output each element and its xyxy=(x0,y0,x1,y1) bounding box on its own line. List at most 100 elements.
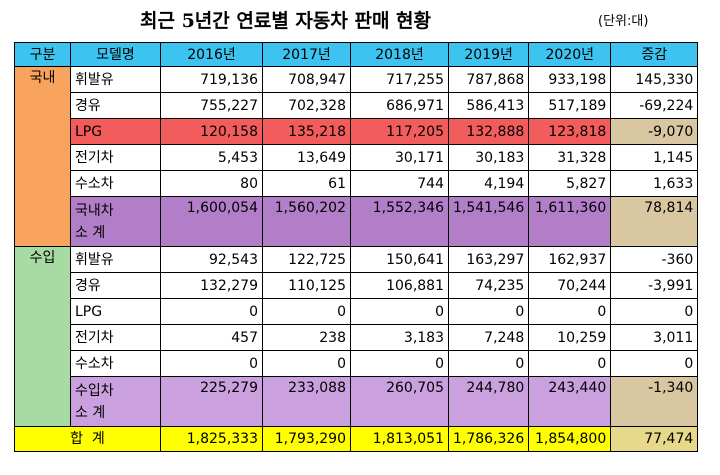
value-cell: 0 xyxy=(262,350,351,377)
value-cell: 0 xyxy=(528,350,612,377)
value-cell: 0 xyxy=(350,350,449,377)
data-row: 경유 132,279 110,125 106,881 74,235 70,244 -3,99… xyxy=(15,272,699,299)
title: 최근 5년간 연료별 자동차 판매 현황 xyxy=(140,10,432,32)
model-name: 수소차 xyxy=(75,355,114,372)
group-cell: 수입 xyxy=(14,246,71,427)
value-cell: 0 xyxy=(610,350,699,377)
data-row: LPG 120,158 135,218 117,205 132,888 123,818 -9… xyxy=(15,118,699,145)
model-name: 경유 xyxy=(75,97,101,114)
value-cell: 3,011 xyxy=(610,324,699,351)
value-cell: 110,125 xyxy=(262,272,351,299)
data-row: 수소차 80 61 744 4,194 5,827 1,633 xyxy=(15,170,699,197)
total-value: 1,825,333 xyxy=(160,426,263,452)
model-name: 전기차 xyxy=(75,149,114,166)
value-cell: 145,330 xyxy=(610,66,699,93)
value-cell: 5,453 xyxy=(160,144,263,171)
model-name: LPG xyxy=(75,123,103,140)
model-name: 수소차 xyxy=(75,175,114,192)
header-cell: 모델명 xyxy=(70,42,161,67)
model-cell: LPG xyxy=(70,118,161,145)
header-cell: 증감 xyxy=(610,42,699,67)
total-value: 1,786,326 xyxy=(447,426,530,452)
value-cell: 1,560,202 xyxy=(262,196,351,247)
data-row: 전기차 5,453 13,649 30,171 30,183 31,328 1,145 xyxy=(15,144,699,171)
header-cell: 2017년 xyxy=(262,42,351,67)
value-cell: 717,255 xyxy=(350,66,449,93)
value-cell: 787,868 xyxy=(447,66,530,93)
model-name: 소 계 xyxy=(75,224,106,241)
data-row: 전기차 457 238 3,183 7,248 10,259 3,011 xyxy=(15,324,699,351)
value-cell: 744 xyxy=(350,170,449,197)
value-cell: 708,947 xyxy=(262,66,351,93)
value-cell: 457 xyxy=(160,324,263,351)
value-cell: 1,145 xyxy=(610,144,699,171)
value-cell: 1,541,546 xyxy=(447,196,530,247)
value-cell: 0 xyxy=(160,350,263,377)
data-row: 국내 휘발유 719,136 708,947 717,255 787,868 933,198… xyxy=(14,66,699,247)
value-cell: 0 xyxy=(528,298,612,325)
model-cell: 휘발유 xyxy=(70,246,161,273)
model-name: 휘발유 xyxy=(75,71,114,88)
value-cell: 225,279 xyxy=(160,376,263,427)
value-cell: 517,189 xyxy=(528,92,612,119)
value-cell: -3,991 xyxy=(610,272,699,299)
value-cell: 0 xyxy=(160,298,263,325)
model-name: LPG xyxy=(75,303,103,320)
value-cell: 1,633 xyxy=(610,170,699,197)
model-cell: 전기차 xyxy=(70,324,161,351)
value-cell: 260,705 xyxy=(350,376,449,427)
total-value: 1,793,290 xyxy=(262,426,351,452)
value-cell: 4,194 xyxy=(447,170,530,197)
value-cell: 162,937 xyxy=(528,246,612,273)
model-cell: 전기차 xyxy=(70,144,161,171)
value-cell: 1,611,360 xyxy=(528,196,612,247)
value-cell: 122,725 xyxy=(262,246,351,273)
header-cell: 2018년 xyxy=(350,42,449,67)
total-value: 1,854,800 xyxy=(528,426,612,452)
model-name: 국내차 xyxy=(75,202,114,219)
value-cell: 92,543 xyxy=(160,246,263,273)
value-cell: 117,205 xyxy=(350,118,449,145)
total-value: 77,474 xyxy=(610,426,699,452)
value-cell: 163,297 xyxy=(447,246,530,273)
value-cell: 31,328 xyxy=(528,144,612,171)
header-row: 구분 모델명 2016년 2017년 2018년 2019년 2020년 증감 xyxy=(14,42,699,67)
value-cell: 755,227 xyxy=(160,92,263,119)
value-cell: 233,088 xyxy=(262,376,351,427)
value-cell: 7,248 xyxy=(447,324,530,351)
model-cell: 수소차 xyxy=(70,170,161,197)
data-row: LPG 0 0 0 0 0 0 xyxy=(15,298,699,325)
value-cell: 0 xyxy=(350,298,449,325)
value-cell: 80 xyxy=(160,170,263,197)
value-cell: -360 xyxy=(610,246,699,273)
value-cell: 120,158 xyxy=(160,118,263,145)
model-cell: 경유 xyxy=(70,92,161,119)
value-cell: 238 xyxy=(262,324,351,351)
model-cell: 수소차 xyxy=(70,350,161,377)
unit-note: (단위:대) xyxy=(598,14,649,29)
value-cell: 0 xyxy=(447,298,530,325)
value-cell: 702,328 xyxy=(262,92,351,119)
value-cell: 70,244 xyxy=(528,272,612,299)
data-row: 수입 휘발유 92,543 122,725 150,641 163,297 162,937-… xyxy=(14,246,699,427)
total-value: 1,813,051 xyxy=(350,426,449,452)
data-row: 경유 755,227 702,328 686,971 586,413 517,189 -69… xyxy=(15,92,699,119)
data-row: 수소차 0 0 0 0 0 0 xyxy=(15,350,699,377)
value-cell: 0 xyxy=(262,298,351,325)
value-cell: 3,183 xyxy=(350,324,449,351)
value-cell: 123,818 xyxy=(528,118,612,145)
value-cell: 1,600,054 xyxy=(160,196,263,247)
value-cell: 933,198 xyxy=(528,66,612,93)
data-row: 수입차 소 계 225,279 233,088 260,705 244,780 243,44… xyxy=(15,376,699,427)
value-cell: 13,649 xyxy=(262,144,351,171)
header-cell: 2019년 xyxy=(447,42,530,67)
value-cell: 1,552,346 xyxy=(350,196,449,247)
model-cell: LPG xyxy=(70,298,161,325)
value-cell: 0 xyxy=(610,298,699,325)
value-cell: 132,888 xyxy=(447,118,530,145)
model-cell: 휘발유 xyxy=(70,66,161,93)
value-cell: 586,413 xyxy=(447,92,530,119)
value-cell: 135,218 xyxy=(262,118,351,145)
